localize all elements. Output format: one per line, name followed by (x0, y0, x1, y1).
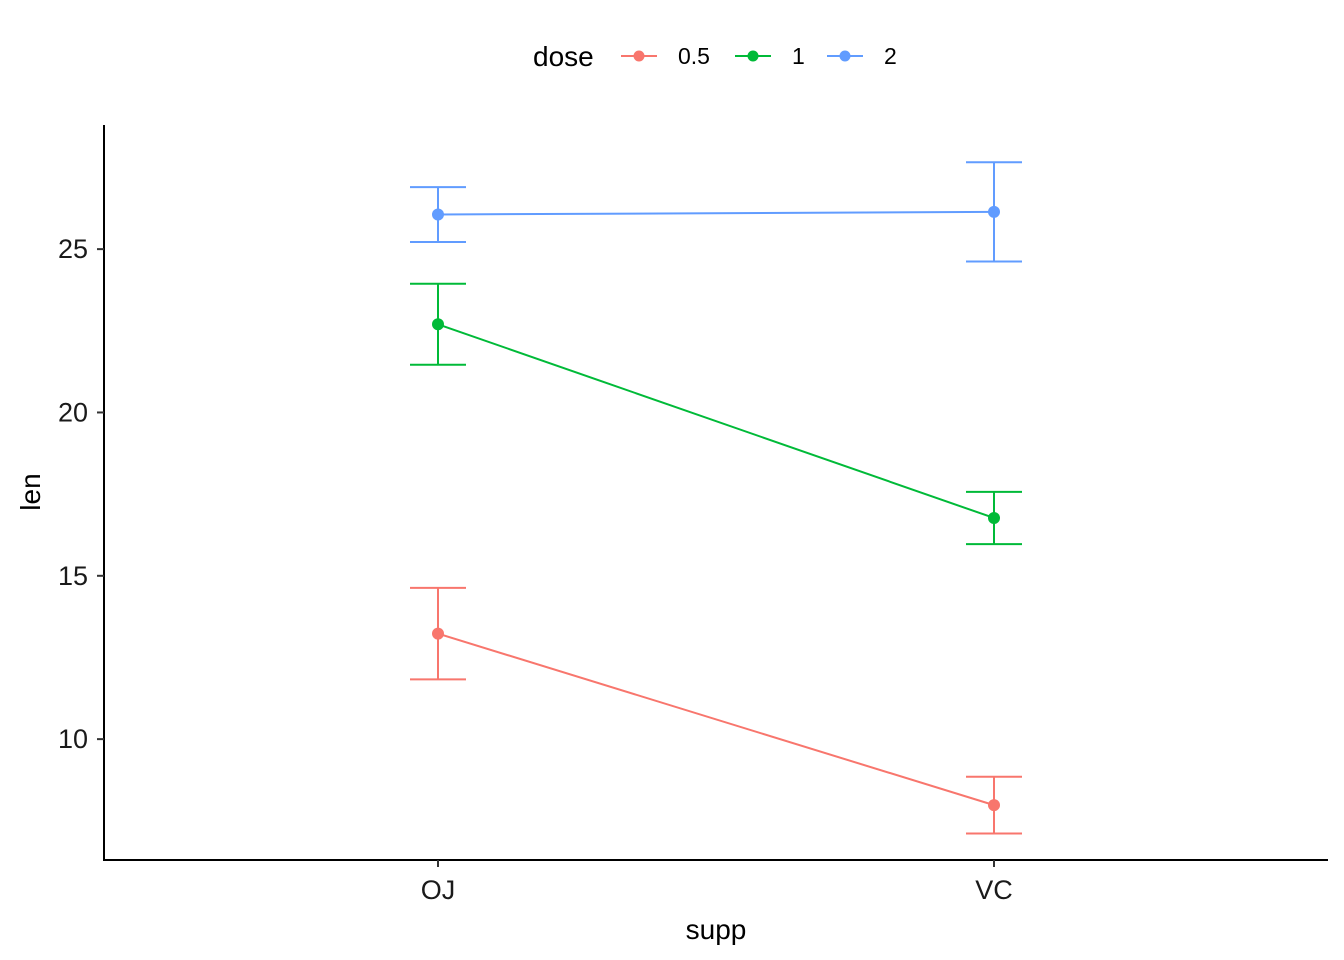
y-tick-label: 15 (58, 561, 88, 591)
series-line (437, 323, 995, 519)
legend-item: 2 (827, 43, 897, 69)
series-line (437, 632, 995, 807)
series-dose-1 (410, 282, 1022, 546)
series-layer (410, 161, 1022, 835)
legend: dose 0.5 1 2 (533, 41, 897, 72)
data-point (988, 799, 1000, 812)
y-axis-ticks: 10 15 20 25 (58, 234, 104, 754)
x-tick-label: OJ (421, 875, 456, 905)
y-tick-label: 10 (58, 724, 88, 754)
series-dose-0.5 (410, 586, 1022, 835)
legend-key-point (633, 50, 645, 62)
data-point (432, 208, 444, 221)
legend-title: dose (533, 41, 594, 72)
legend-item: 0.5 (621, 43, 710, 69)
plot-area: 10 15 20 25 OJ VC (58, 125, 1328, 905)
y-axis-title: len (15, 473, 46, 510)
y-tick-label: 20 (58, 397, 88, 427)
legend-label: 1 (792, 43, 805, 69)
series-dose-2 (410, 161, 1022, 263)
x-axis-title: supp (686, 914, 747, 945)
data-point (432, 318, 444, 331)
x-axis-ticks: OJ VC (421, 860, 1013, 905)
legend-label: 2 (884, 43, 897, 69)
data-point (988, 205, 1000, 218)
series-line (437, 210, 995, 216)
legend-key-point (747, 50, 759, 62)
legend-item: 1 (735, 43, 805, 69)
data-point (988, 511, 1000, 524)
legend-key-point (839, 50, 851, 62)
y-tick-label: 25 (58, 234, 88, 264)
x-tick-label: VC (975, 875, 1013, 905)
legend-label: 0.5 (678, 43, 710, 69)
legend-items: 0.5 1 2 (621, 43, 897, 69)
data-point (432, 627, 444, 640)
